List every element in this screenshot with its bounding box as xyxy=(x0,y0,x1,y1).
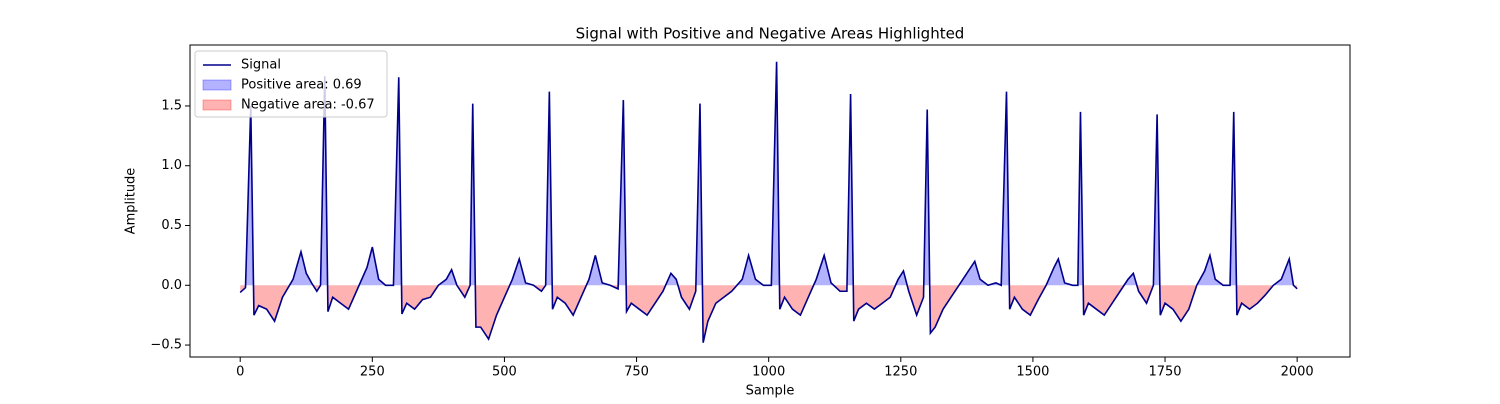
legend-box xyxy=(194,50,388,118)
legend-label: Signal xyxy=(241,58,281,73)
negative-area xyxy=(240,285,1298,343)
x-tick-label: 0 xyxy=(236,365,244,380)
x-tick-label: 1250 xyxy=(884,365,917,380)
signal-line xyxy=(239,61,1298,343)
x-tick-label: 1500 xyxy=(1016,365,1049,380)
y-tick-label: 0.0 xyxy=(161,278,182,293)
x-tick-label: 250 xyxy=(360,365,385,380)
legend-label: Positive area: 0.69 xyxy=(241,78,362,93)
y-tick-label: 0.5 xyxy=(161,218,182,233)
legend-swatch xyxy=(202,79,232,91)
x-tick-label: 500 xyxy=(492,365,517,380)
y-tick-label: −0.5 xyxy=(150,338,182,353)
chart-title: Signal with Positive and Negative Areas … xyxy=(576,25,965,43)
x-tick-label: 1000 xyxy=(752,365,785,380)
x-tick-label: 2000 xyxy=(1281,365,1314,380)
plot-frame xyxy=(189,44,1351,358)
y-tick-label: 1.5 xyxy=(161,98,182,113)
y-tick-label: 1.0 xyxy=(161,158,182,173)
x-axis-label: Sample xyxy=(746,384,795,399)
x-tick-label: 750 xyxy=(624,365,649,380)
legend-label: Negative area: -0.67 xyxy=(241,98,375,113)
y-axis-label: Amplitude xyxy=(124,168,139,235)
legend-swatch xyxy=(202,99,232,111)
x-tick-label: 1750 xyxy=(1148,365,1181,380)
